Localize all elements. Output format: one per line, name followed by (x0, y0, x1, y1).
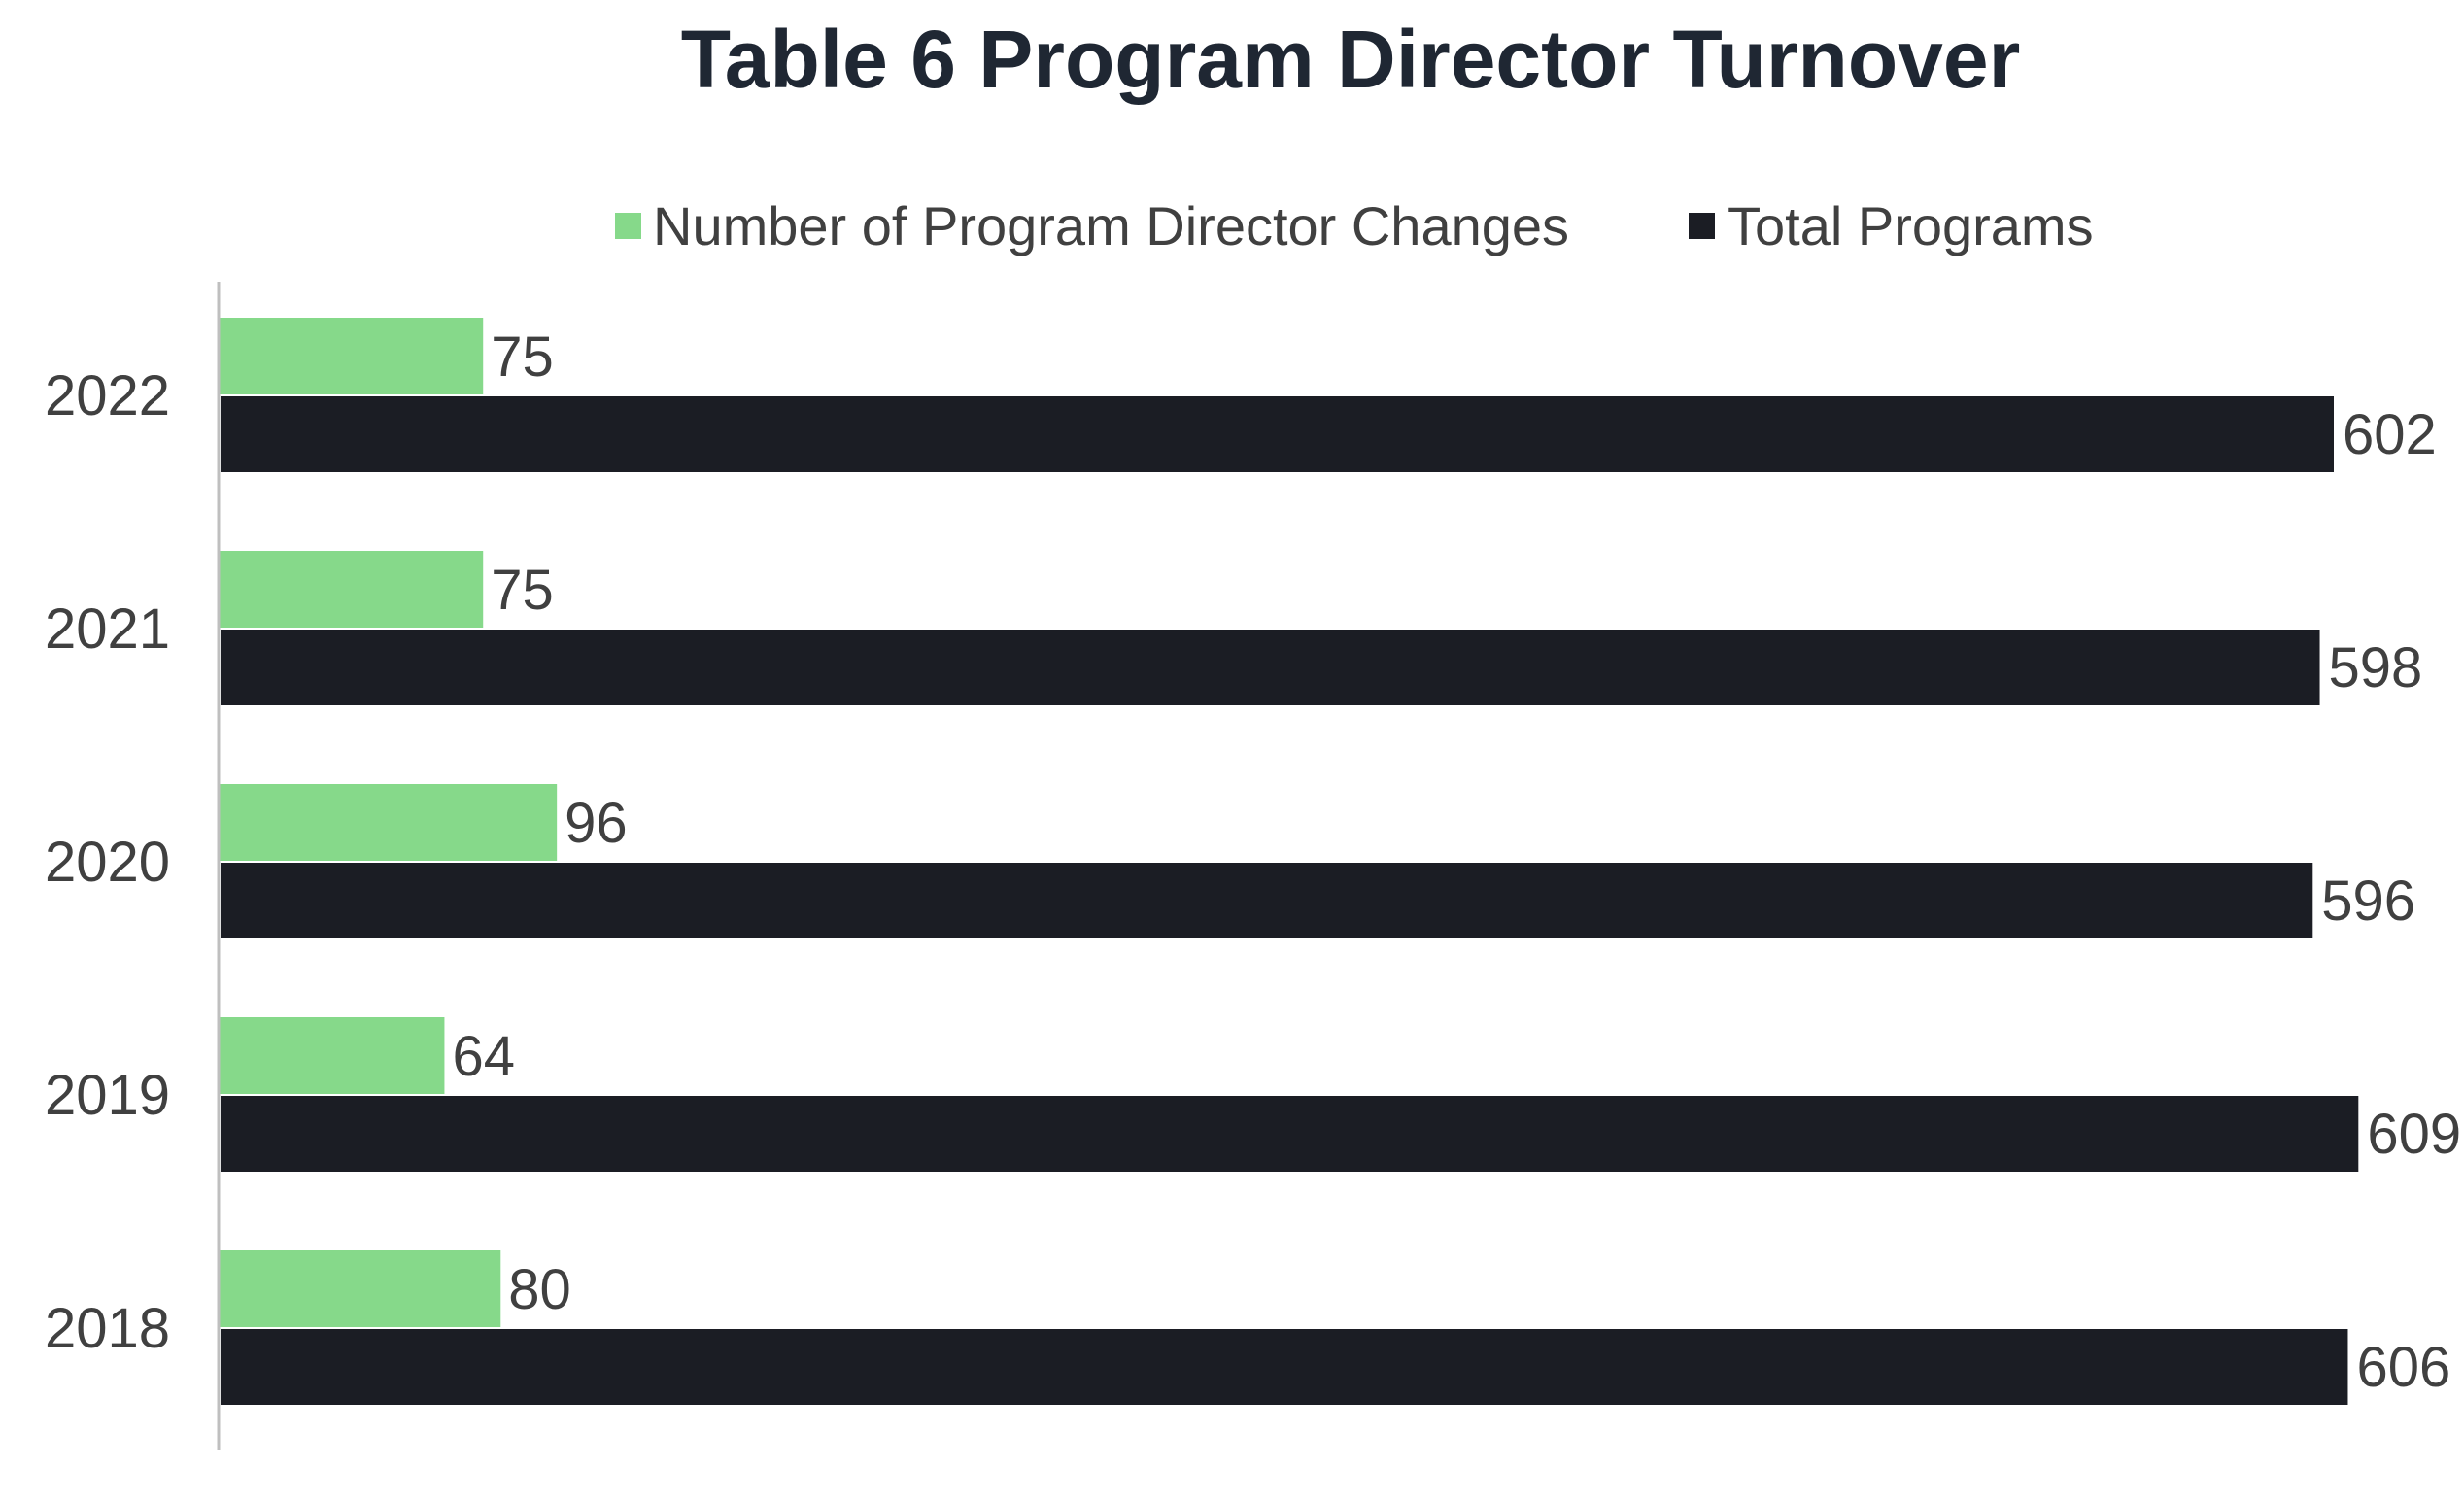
plot-area: 2022 75 602 2021 75 598 2020 96 596 2019 64 609 2018… (45, 318, 2461, 1407)
legend-item-changes: Number of Program Director Changes (615, 195, 1569, 256)
bar-total-2020 (219, 861, 2315, 940)
bar-changes-2018 (220, 1250, 501, 1328)
legend-label-total: Total Programs (1728, 195, 2094, 256)
data-label-changes-2022: 75 (491, 325, 554, 389)
data-label-total-2018: 606 (2356, 1336, 2450, 1399)
legend-swatch-changes (615, 213, 641, 239)
data-label-changes-2019: 64 (452, 1025, 515, 1088)
category-label-2022: 2022 (45, 364, 170, 427)
bar-changes-2022 (220, 318, 484, 395)
data-label-total-2021: 598 (2329, 636, 2423, 699)
bar-total-2018 (219, 1327, 2350, 1407)
category-label-2018: 2018 (45, 1297, 170, 1360)
category-label-2021: 2021 (45, 597, 170, 661)
category-label-2019: 2019 (45, 1064, 170, 1127)
data-label-changes-2021: 75 (491, 559, 554, 622)
chart-title: Table 6 Program Director Turnover (681, 14, 2021, 105)
legend: Number of Program Director Changes Total… (615, 195, 2094, 256)
bar-total-2022 (219, 394, 2336, 474)
legend-swatch-total (1689, 213, 1715, 239)
legend-label-changes: Number of Program Director Changes (653, 195, 1569, 256)
bar-changes-2020 (220, 784, 558, 862)
category-label-2020: 2020 (45, 831, 170, 894)
bar-total-2021 (219, 628, 2322, 707)
data-label-total-2019: 609 (2367, 1103, 2461, 1166)
data-label-total-2020: 596 (2321, 870, 2415, 933)
data-label-changes-2020: 96 (565, 792, 628, 855)
bar-total-2019 (219, 1094, 2361, 1174)
data-label-total-2022: 602 (2343, 403, 2437, 466)
legend-item-total: Total Programs (1689, 195, 2094, 256)
bar-changes-2019 (220, 1017, 445, 1095)
data-label-changes-2018: 80 (508, 1258, 571, 1321)
bar-changes-2021 (220, 551, 484, 629)
